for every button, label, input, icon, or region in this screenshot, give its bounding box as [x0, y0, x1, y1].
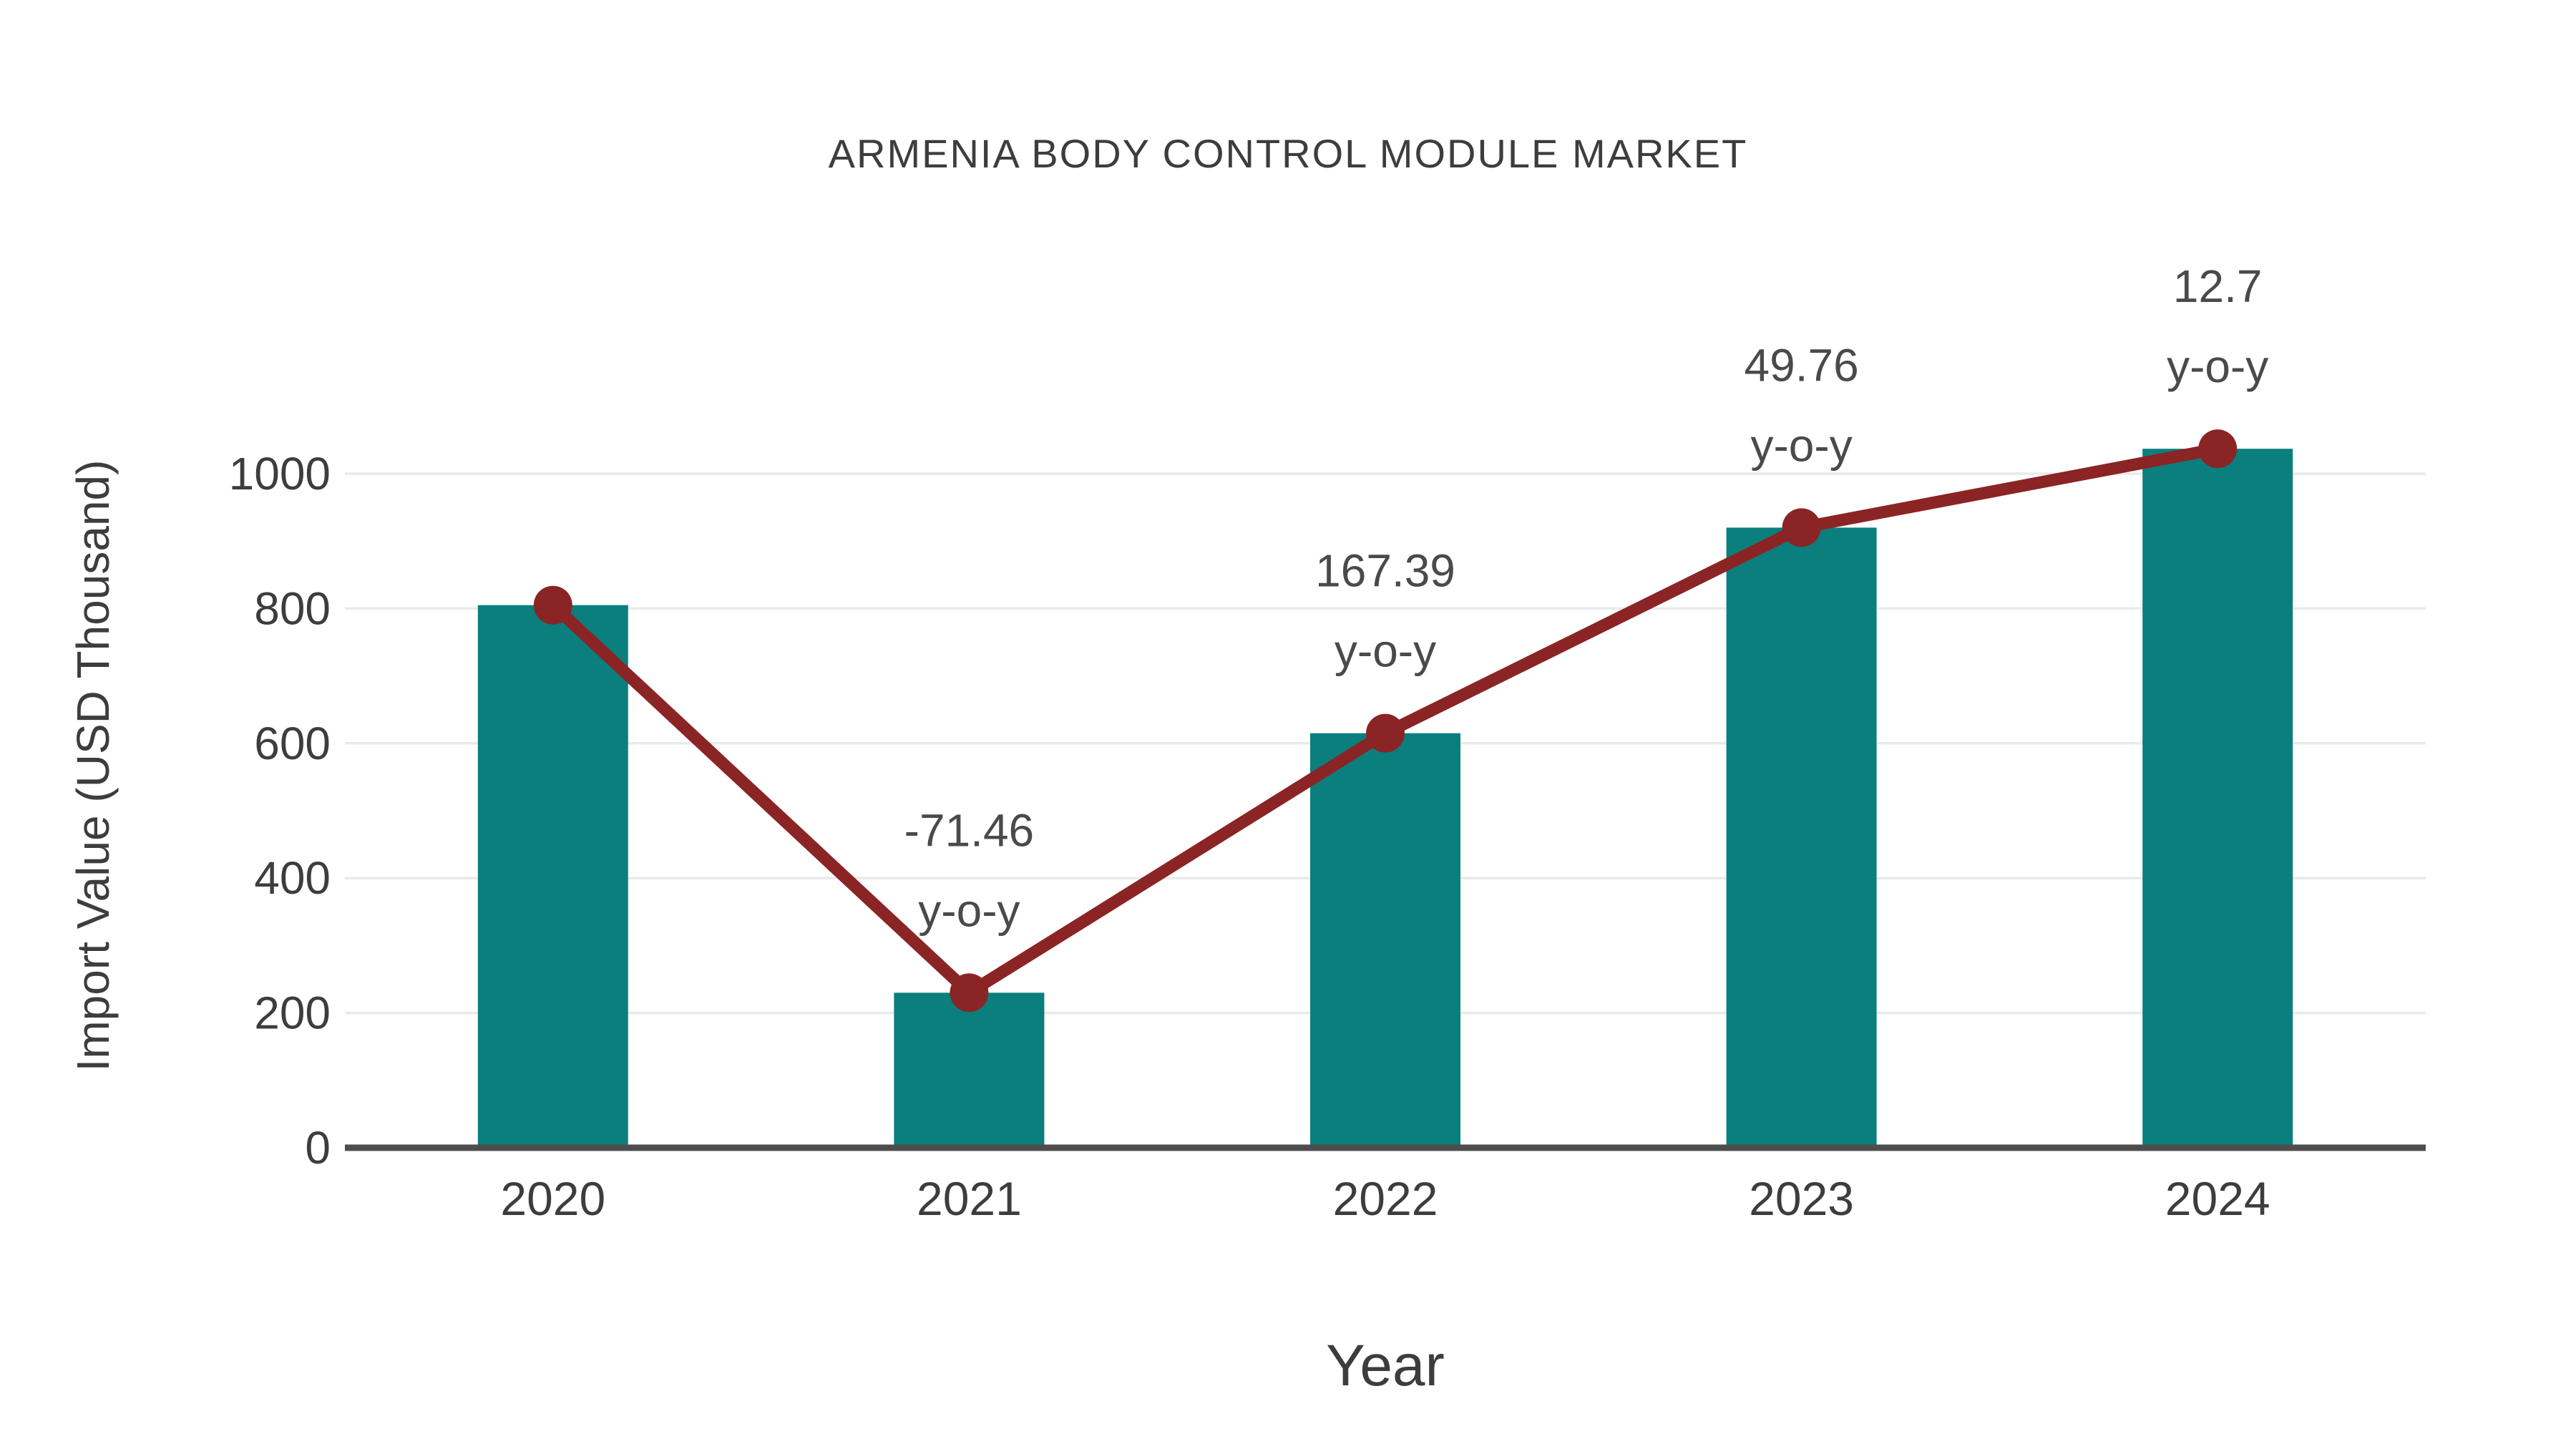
line-marker-2024	[2198, 429, 2238, 469]
bar-2021	[894, 992, 1045, 1148]
x-axis-title: Year	[1326, 1333, 1445, 1398]
x-tick-label-2020: 2020	[500, 1172, 605, 1225]
y-tick-label-1000: 1000	[229, 448, 331, 499]
line-marker-2020	[533, 585, 572, 625]
x-tick-label-2024: 2024	[2165, 1172, 2270, 1225]
y-tick-label-400: 400	[254, 852, 331, 904]
yoy-annotation-label-2024: y-o-y	[2167, 341, 2268, 392]
x-tick-label-2023: 2023	[1749, 1172, 1854, 1225]
yoy-annotation-value-2021: -71.46	[904, 804, 1034, 856]
line-marker-2021	[950, 973, 989, 1013]
yoy-annotation-label-2021: y-o-y	[918, 884, 1020, 936]
x-tick-label-2022: 2022	[1333, 1172, 1438, 1225]
bar-2023	[1726, 527, 1877, 1148]
y-tick-label-0: 0	[305, 1122, 331, 1174]
yoy-annotation-value-2023: 49.76	[1745, 339, 1859, 391]
yoy-annotation-value-2022: 167.39	[1315, 545, 1455, 597]
y-tick-label-600: 600	[254, 718, 331, 769]
chart-title: ARMENIA BODY CONTROL MODULE MARKET	[828, 131, 1748, 176]
line-marker-2023	[1782, 508, 1821, 547]
bar-2022	[1310, 733, 1460, 1148]
yoy-annotation-value-2024: 12.7	[2173, 260, 2263, 312]
line-marker-2022	[1366, 713, 1405, 753]
y-tick-label-800: 800	[254, 582, 331, 634]
y-tick-label-200: 200	[254, 987, 331, 1039]
yoy-annotation-label-2023: y-o-y	[1750, 419, 1852, 471]
yoy-annotation-label-2022: y-o-y	[1335, 625, 1436, 677]
bar-2024	[2142, 449, 2293, 1148]
x-tick-label-2021: 2021	[917, 1172, 1022, 1225]
bar-2020	[477, 605, 628, 1148]
